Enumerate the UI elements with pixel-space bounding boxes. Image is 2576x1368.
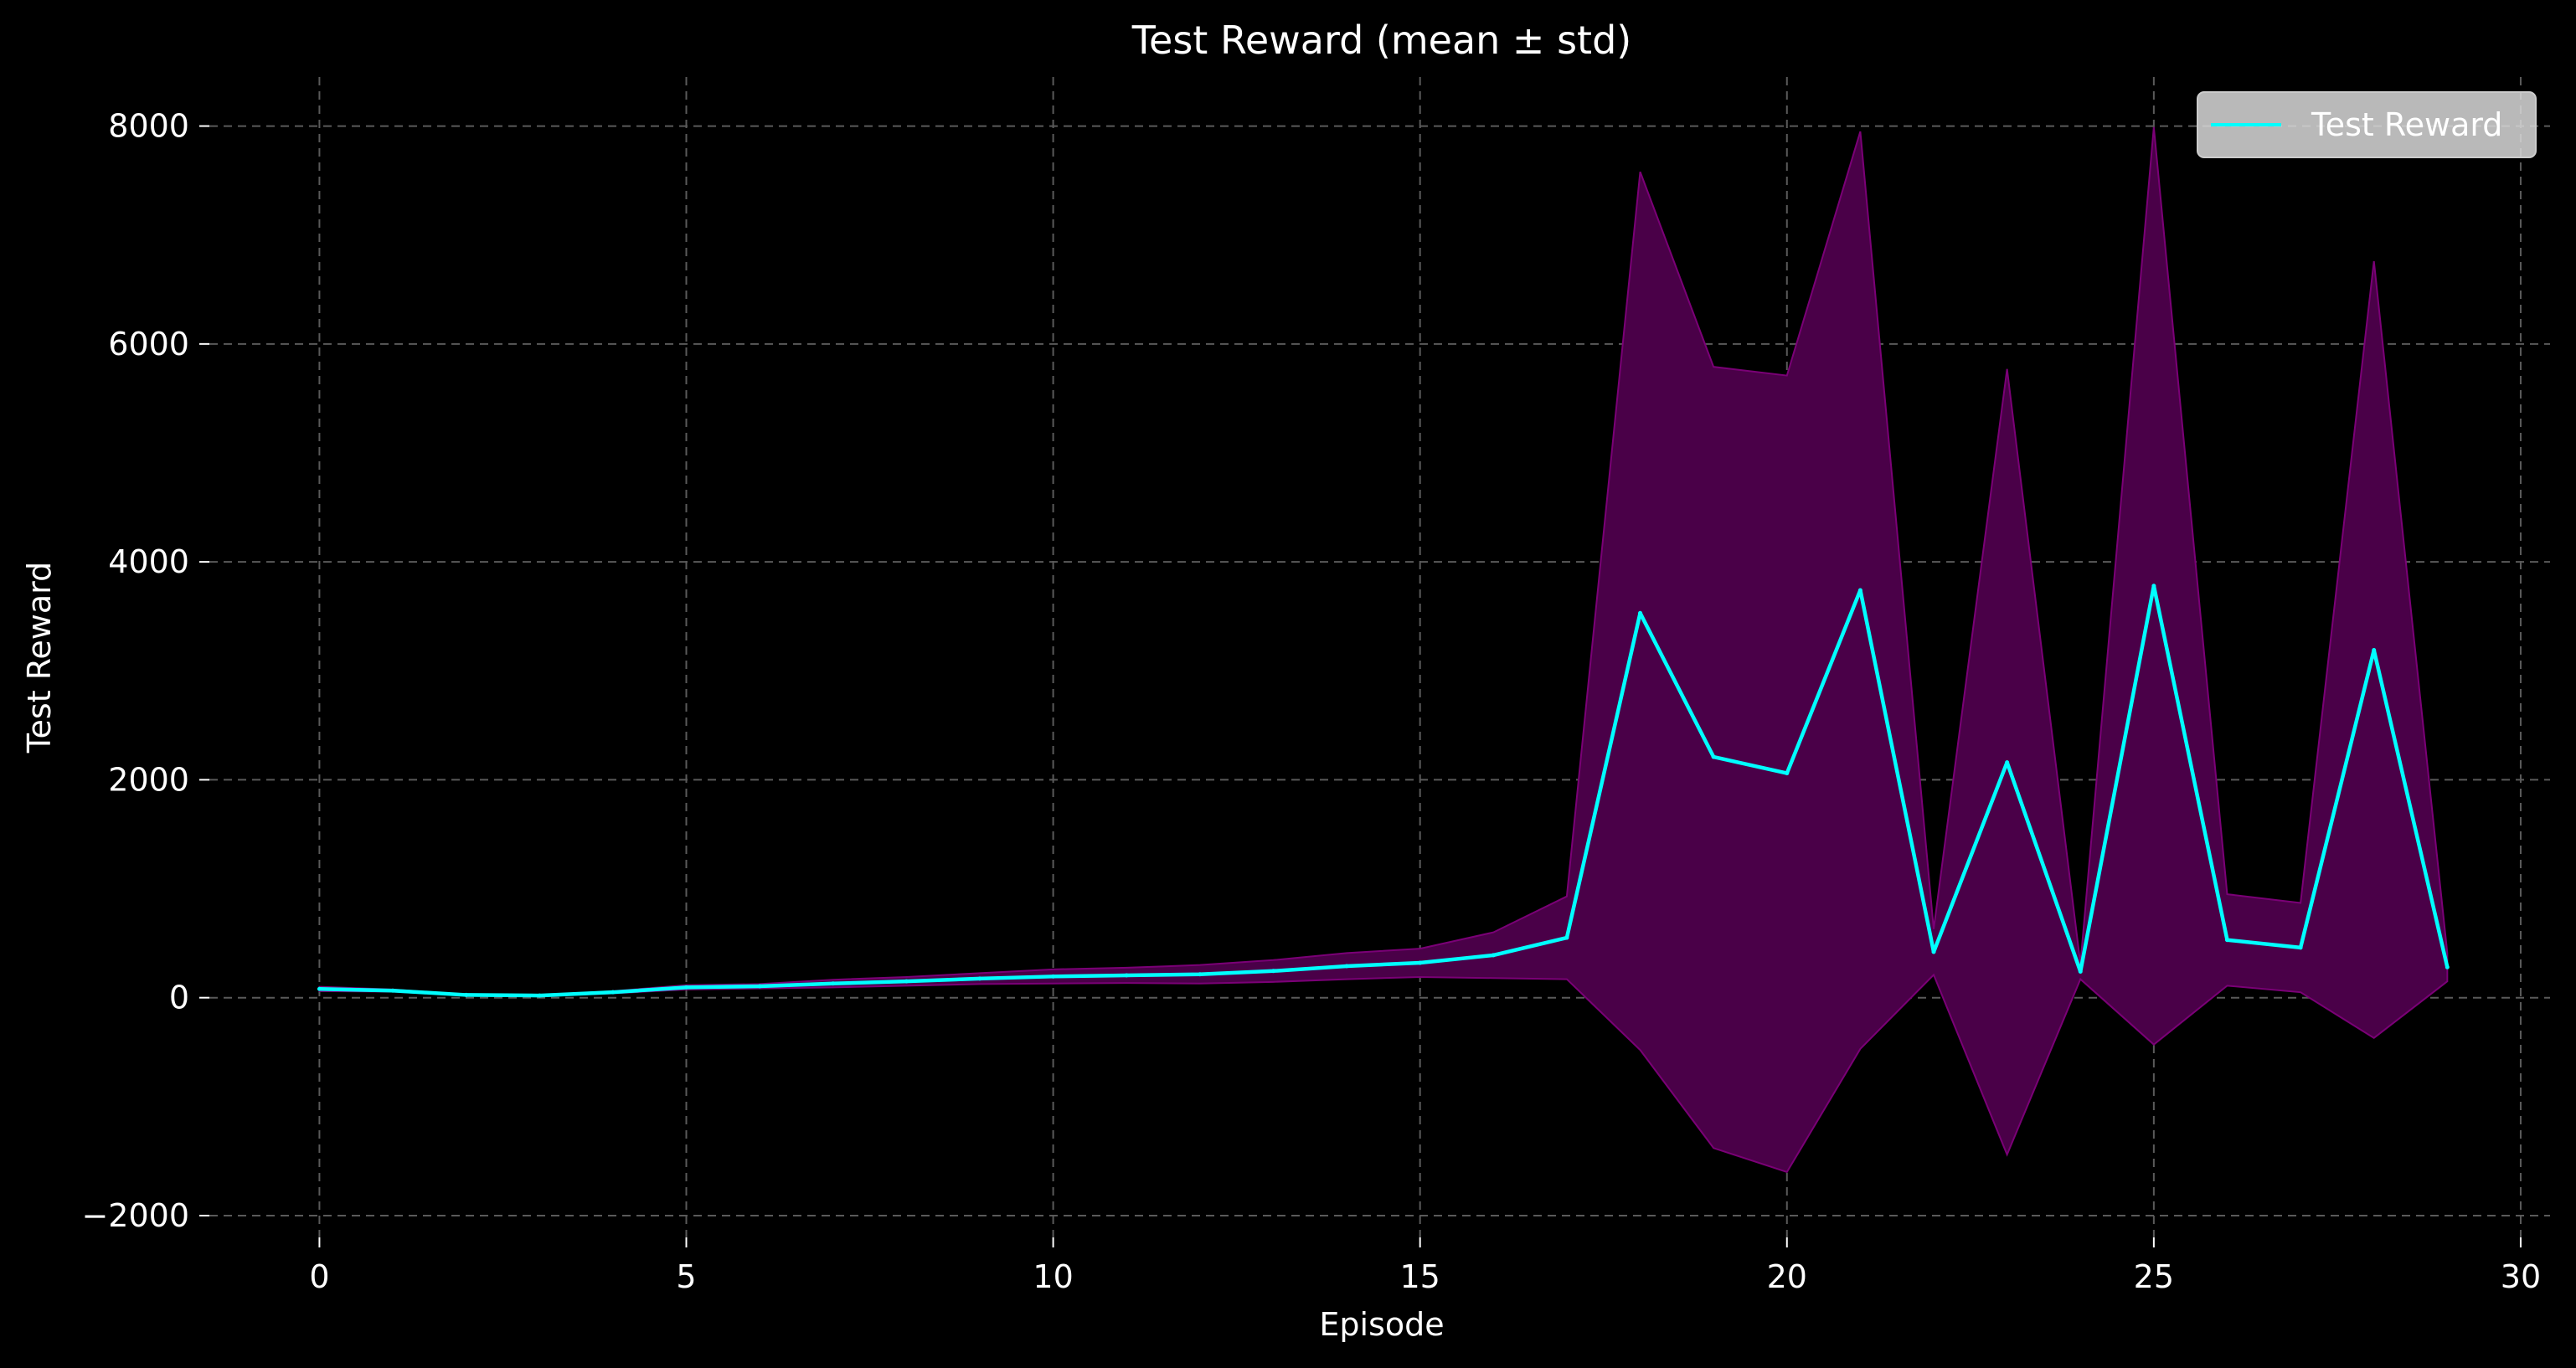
data-point <box>2298 945 2303 950</box>
data-point <box>1418 960 1423 965</box>
data-point <box>2005 760 2010 765</box>
data-point <box>2445 964 2450 969</box>
y-tick-label: 0 <box>169 980 189 1016</box>
y-tick-label: −2000 <box>81 1197 189 1234</box>
data-point <box>390 988 395 993</box>
x-tick-label: 30 <box>2501 1258 2541 1295</box>
y-tick-label: 6000 <box>108 326 189 363</box>
x-axis-ticks: 0 5 10 15 20 25 30 <box>309 1237 2541 1295</box>
y-tick-label: 8000 <box>108 108 189 145</box>
data-point <box>2078 969 2083 974</box>
data-point <box>2224 938 2229 943</box>
data-point <box>1051 974 1056 979</box>
x-tick-label: 25 <box>2134 1258 2174 1295</box>
x-axis-label: Episode <box>1319 1306 1444 1343</box>
data-point <box>1564 935 1569 940</box>
legend-label: Test Reward <box>2311 106 2502 143</box>
data-point <box>464 992 469 997</box>
data-point <box>1711 754 1716 759</box>
legend-box <box>2197 91 2537 158</box>
data-point <box>1344 964 1349 969</box>
data-point <box>1931 949 1936 954</box>
data-point <box>611 990 616 995</box>
data-point <box>1638 610 1643 615</box>
x-tick-label: 20 <box>1767 1258 1807 1295</box>
std-band <box>318 126 2449 1174</box>
mean-reward-line <box>319 584 2450 998</box>
x-tick-label: 10 <box>1033 1258 1073 1295</box>
data-point <box>684 985 689 990</box>
data-point <box>1857 588 1862 593</box>
data-point <box>977 976 982 981</box>
legend: Test Reward <box>2197 91 2537 158</box>
data-point <box>1270 969 1275 974</box>
data-point <box>2372 648 2377 653</box>
chart-title: Test Reward (mean ± std) <box>1131 18 1631 63</box>
data-point <box>904 979 909 984</box>
series-lines <box>317 584 2450 998</box>
y-tick-label: 4000 <box>108 543 189 580</box>
y-axis-ticks: −2000 0 2000 4000 6000 8000 <box>81 108 209 1234</box>
data-point <box>757 984 762 989</box>
data-point <box>1491 953 1496 958</box>
std-band-area <box>318 126 2449 1174</box>
data-point <box>1198 972 1203 977</box>
y-axis-label: Test Reward <box>21 562 58 753</box>
data-point <box>2151 584 2156 589</box>
data-point <box>537 993 542 998</box>
y-tick-label: 2000 <box>108 761 189 798</box>
data-point <box>1785 771 1790 776</box>
x-tick-label: 15 <box>1400 1258 1440 1295</box>
data-point <box>1124 973 1129 978</box>
x-tick-label: 0 <box>309 1258 329 1295</box>
x-tick-label: 5 <box>676 1258 696 1295</box>
data-point <box>317 986 322 991</box>
data-point <box>831 981 836 986</box>
